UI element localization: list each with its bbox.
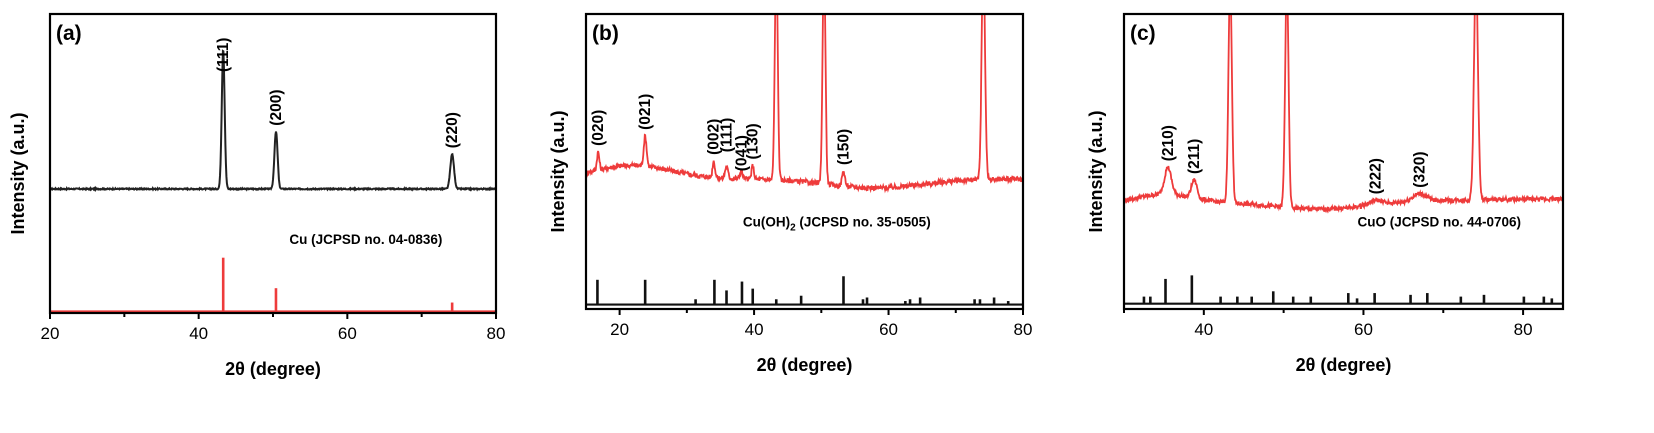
plot-area <box>50 49 496 313</box>
x-tick-label: 60 <box>1354 320 1373 339</box>
peak-label: (020) <box>590 110 607 146</box>
annotation-main: Cu(OH) <box>743 214 790 229</box>
peak-label: (211) <box>1186 139 1203 174</box>
peak-label: (111) <box>215 38 232 72</box>
peak-label: (220) <box>444 112 461 148</box>
plot-frame <box>1122 12 1565 311</box>
peak-label: (150) <box>836 129 853 165</box>
x-tick-label: 40 <box>745 320 764 339</box>
x-tick-label: 80 <box>1514 320 1533 339</box>
annotation-main: Cu (JCPSD no. 04-0836) <box>289 232 442 247</box>
x-axis-label: 2θ (degree) <box>1296 355 1392 375</box>
annotation-main: CuO (JCPSD no. 44-0706) <box>1358 214 1522 229</box>
peak-label: (320) <box>1411 152 1428 188</box>
panel-letter: (b) <box>592 22 619 45</box>
panel-a: (111) (200) (220) 20 40 60 80 2θ (degree) Intens… <box>8 12 506 379</box>
peak-label: (130) <box>745 123 762 159</box>
x-tick-label: 40 <box>189 324 208 343</box>
x-tick-label: 20 <box>41 324 60 343</box>
peak-label: (200) <box>268 90 285 126</box>
x-tick-label: 60 <box>338 324 357 343</box>
y-axis-label: Intensity (a.u.) <box>548 110 568 232</box>
x-tick-label: 40 <box>1194 320 1213 339</box>
annotation-subscript: 2 <box>790 222 796 233</box>
reference-annotation: Cu (JCPSD no. 04-0836) <box>289 232 442 247</box>
measured-pattern-line <box>1124 14 1563 214</box>
peak-label: (021) <box>637 94 654 130</box>
panel-letter: (a) <box>56 22 82 45</box>
peak-label: (111) <box>719 118 736 152</box>
y-axis-label: Intensity (a.u.) <box>8 112 28 234</box>
x-tick-label: 60 <box>879 320 898 339</box>
peak-label: (210) <box>1160 125 1177 161</box>
panel-c: (210) (211) (222) (320) 40 60 80 2θ (degree) Int… <box>1086 12 1565 375</box>
reference-annotation: Cu(OH)2 (JCPSD no. 35-0505) <box>743 214 931 233</box>
x-tick-label: 20 <box>610 320 629 339</box>
panel-b: (020) (021) (002)(111)(041)(130) (150) 20 40 6… <box>548 12 1033 375</box>
plot-area <box>586 14 1023 306</box>
reference-annotation: CuO (JCPSD no. 44-0706) <box>1358 214 1522 229</box>
y-axis-label: Intensity (a.u.) <box>1086 110 1106 232</box>
peak-label: (002) <box>706 119 723 155</box>
measured-pattern-line <box>586 14 1023 194</box>
peak-label: (041) <box>733 135 750 171</box>
x-tick-label: 80 <box>1014 320 1033 339</box>
plot-frame <box>584 12 1025 311</box>
x-axis-label: 2θ (degree) <box>757 355 853 375</box>
x-tick-label: 80 <box>487 324 506 343</box>
panel-letter: (c) <box>1130 22 1156 45</box>
annotation-tail: (JCPSD no. 35-0505) <box>796 214 931 229</box>
x-axis-label: 2θ (degree) <box>225 359 321 379</box>
plot-area <box>1124 14 1563 305</box>
measured-pattern-line <box>50 49 496 193</box>
peak-label: (222) <box>1367 158 1384 194</box>
